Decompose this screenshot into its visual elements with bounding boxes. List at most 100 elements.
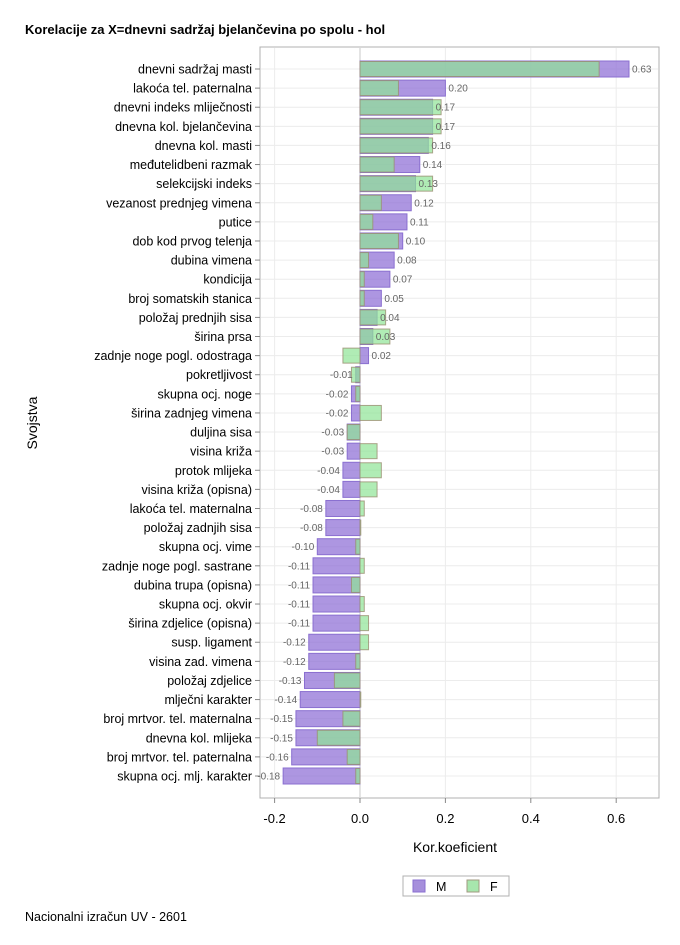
bar-f — [359, 309, 387, 326]
bar-f — [359, 557, 365, 574]
x-tick-label: 0.0 — [351, 811, 369, 826]
bar-m — [359, 347, 370, 365]
category-label: širina prsa — [194, 330, 252, 344]
category-label: broj mrtvor. tel. paternalna — [107, 750, 252, 764]
bar-f — [359, 290, 365, 307]
bar-f — [359, 443, 378, 460]
legend-label-f: F — [490, 880, 498, 894]
bar-f — [359, 481, 378, 498]
category-label: dnevna kol. mlijeka — [146, 731, 252, 745]
value-label-m: 0.14 — [423, 160, 443, 171]
value-label-m: 0.10 — [406, 236, 426, 247]
value-label-m: 0.11 — [410, 217, 429, 228]
value-label-m: -0.15 — [270, 714, 293, 725]
category-label: lakoća tel. paternalna — [133, 82, 252, 96]
category-label: broj somatskih stanica — [128, 292, 252, 306]
bar-f — [359, 118, 442, 135]
bar-f — [359, 691, 362, 708]
value-label-m: 0.04 — [380, 313, 400, 324]
value-label-m: 0.17 — [436, 122, 456, 133]
bar-m — [346, 442, 361, 460]
bar-f — [342, 347, 361, 364]
bar-m — [316, 538, 361, 556]
bar-f — [346, 424, 361, 441]
value-label-m: -0.02 — [326, 389, 349, 400]
category-label: skupna ocj. vime — [159, 540, 252, 554]
value-label-m: -0.01 — [330, 370, 353, 381]
category-label: pokretljivost — [186, 368, 253, 382]
bar-m — [312, 557, 361, 575]
value-label-m: -0.03 — [321, 428, 344, 439]
category-label: dob kod prvog telenja — [132, 234, 252, 248]
category-label: međutelidbeni razmak — [130, 158, 253, 172]
value-label-m: -0.15 — [270, 733, 293, 744]
bar-f — [355, 385, 361, 402]
bar-f — [359, 404, 382, 421]
legend-swatch-m — [412, 879, 426, 893]
legend: M F — [402, 875, 510, 897]
value-label-m: -0.12 — [283, 657, 306, 668]
category-label: položaj zdjelice — [167, 674, 252, 688]
bar-m — [308, 652, 361, 670]
value-label-m: -0.02 — [326, 408, 349, 419]
bar-f — [359, 519, 362, 536]
value-label-m: -0.16 — [266, 752, 289, 763]
value-label-m: -0.11 — [288, 600, 310, 611]
category-label: visina križa — [190, 445, 252, 459]
bar-f — [346, 748, 361, 765]
x-tick-label: 0.6 — [607, 811, 625, 826]
value-label-m: 0.02 — [372, 351, 392, 362]
bar-f — [359, 213, 374, 230]
bar-f — [355, 538, 361, 555]
bar-f — [359, 252, 370, 269]
bar-m — [342, 461, 361, 479]
value-label-m: -0.12 — [283, 638, 306, 649]
y-axis-title: Svojstva — [24, 396, 40, 449]
bar-m — [350, 404, 361, 422]
bar-m — [312, 614, 361, 632]
category-label: putice — [219, 215, 252, 229]
category-label: položaj prednjih sisa — [139, 311, 252, 325]
value-label-m: 0.63 — [632, 65, 652, 76]
bar-f — [342, 710, 361, 727]
value-label-m: 0.13 — [419, 179, 439, 190]
bar-m — [282, 767, 361, 785]
category-label: zadnje noge pogl. sastrane — [102, 559, 252, 573]
bar-m — [299, 691, 361, 709]
category-label: broj mrtvor. tel. maternalna — [103, 712, 252, 726]
category-label: dnevna kol. bjelančevina — [115, 120, 252, 134]
value-label-m: -0.11 — [288, 619, 310, 630]
category-label: dnevna kol. masti — [155, 139, 252, 153]
value-label-m: -0.14 — [274, 695, 297, 706]
x-tick-label: 0.4 — [522, 811, 540, 826]
value-label-m: 0.05 — [384, 294, 404, 305]
legend-box — [402, 875, 510, 897]
value-label-m: -0.11 — [288, 580, 310, 591]
value-label-m: 0.07 — [393, 275, 413, 286]
bar-f — [350, 576, 361, 593]
chart-title: Korelacije za X=dnevni sadržaj bjelančev… — [25, 22, 385, 37]
category-label: dubina vimena — [171, 254, 252, 268]
bar-m — [325, 499, 361, 517]
legend-swatch-f — [466, 879, 480, 893]
category-label: susp. ligament — [171, 636, 252, 650]
value-label-m: 0.20 — [448, 84, 468, 95]
category-label: skupna ocj. okvir — [159, 598, 252, 612]
bar-f — [355, 653, 361, 670]
bar-f — [355, 768, 361, 784]
bar-f — [359, 175, 434, 192]
category-label: širina zdjelice (opisna) — [128, 617, 252, 631]
bar-f — [359, 232, 399, 249]
x-tick-label: 0.2 — [436, 811, 454, 826]
category-label: duljina sisa — [190, 426, 252, 440]
category-label: visina zad. vimena — [149, 655, 252, 669]
value-label-m: -0.08 — [300, 523, 323, 534]
bar-f — [359, 634, 370, 651]
legend-label-m: M — [436, 880, 446, 894]
value-label-m: 0.17 — [436, 103, 456, 114]
category-label: dubina trupa (opisna) — [134, 578, 252, 592]
bar-f — [350, 366, 361, 383]
bar-f — [359, 137, 434, 154]
category-label: selekcijski indeks — [156, 177, 252, 191]
